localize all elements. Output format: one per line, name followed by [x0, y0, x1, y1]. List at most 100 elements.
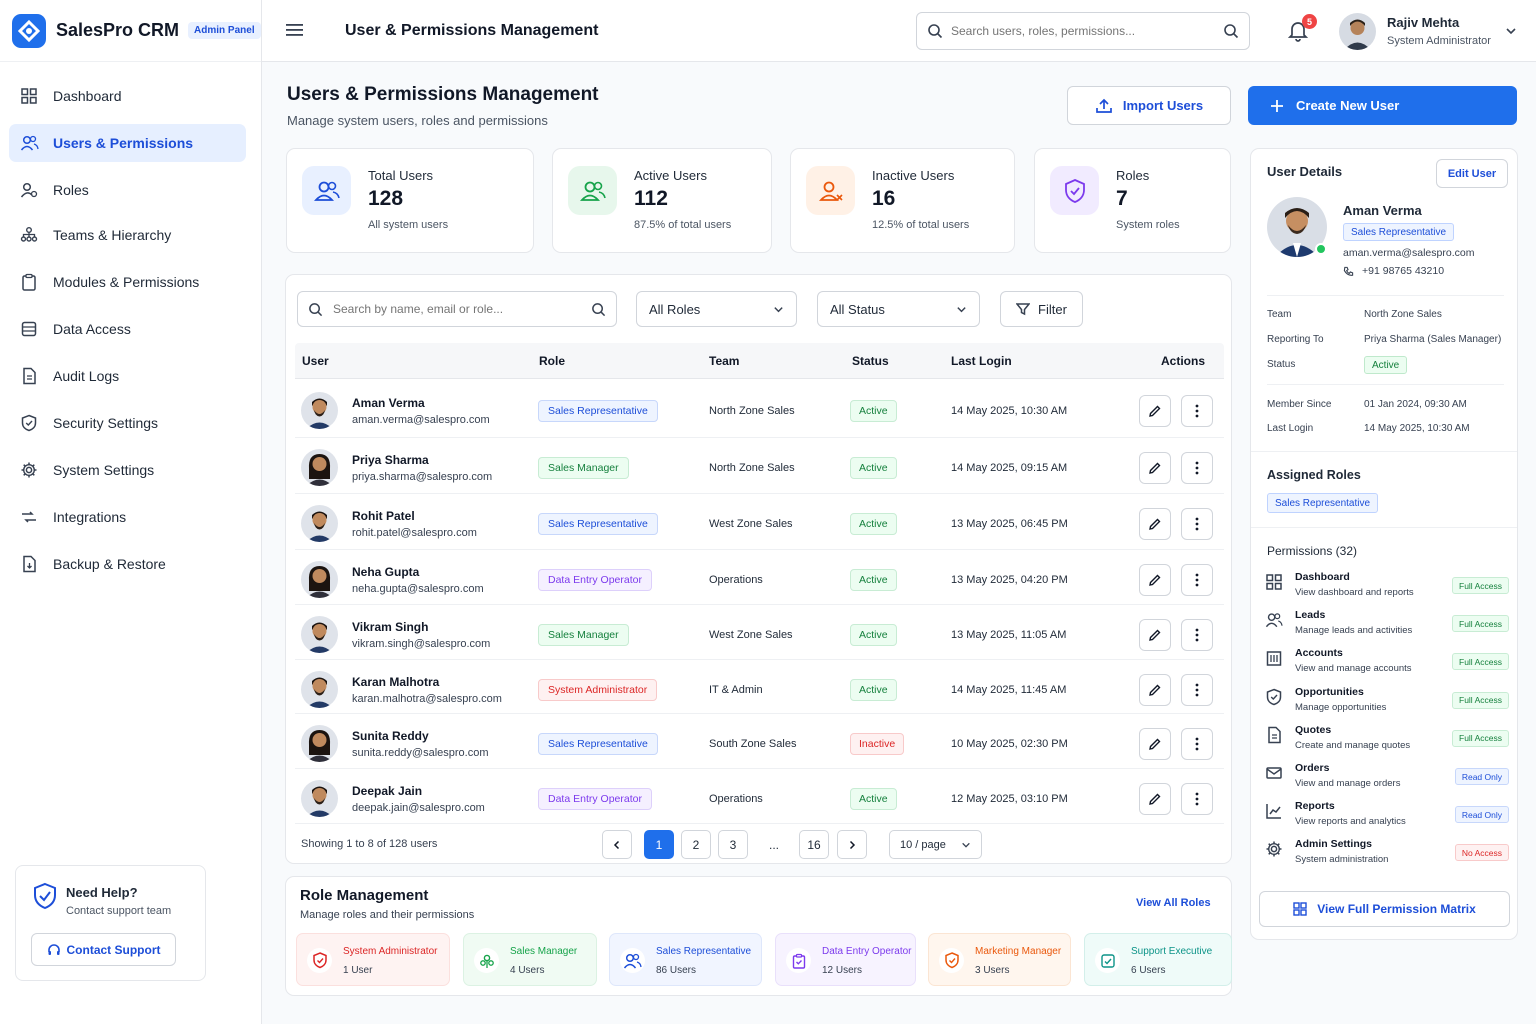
- table-row[interactable]: Aman Verma aman.verma@salespro.com Sales R…: [295, 381, 1224, 438]
- sidebar-item-integrations[interactable]: Integrations: [9, 498, 246, 536]
- edit-user-button[interactable]: [1139, 395, 1171, 427]
- reporting-label: Reporting To: [1267, 334, 1324, 345]
- table-row[interactable]: Sunita Reddy sunita.reddy@salespro.com Sal…: [295, 714, 1224, 769]
- next-page-button[interactable]: [837, 830, 867, 859]
- sidebar-item-system-settings[interactable]: System Settings: [9, 451, 246, 489]
- user-search-input[interactable]: [333, 302, 591, 316]
- global-search-input[interactable]: [951, 24, 1223, 38]
- selected-user-name: Aman Verma: [1343, 203, 1422, 218]
- role-card-data-entry-operator[interactable]: Data Entry Operator 12 Users: [775, 933, 916, 986]
- more-actions-button[interactable]: [1181, 395, 1213, 427]
- column-header-team[interactable]: Team: [709, 354, 740, 368]
- user-email: aman.verma@salespro.com: [352, 414, 490, 426]
- notification-count-badge: 5: [1302, 14, 1317, 29]
- column-header-status[interactable]: Status: [852, 354, 889, 368]
- user-search[interactable]: [297, 291, 617, 327]
- selected-user-role-badge: Sales Representative: [1343, 223, 1455, 241]
- selected-user-email: aman.verma@salespro.com: [1343, 247, 1475, 259]
- bell-icon[interactable]: [1287, 20, 1309, 45]
- permission-item: Reports View reports and analytics Read On…: [1263, 800, 1509, 838]
- page-3-button[interactable]: 3: [718, 830, 748, 859]
- role-card-name: Data Entry Operator: [822, 946, 912, 957]
- logo[interactable]: SalesPro CRM Admin Panel: [0, 0, 261, 62]
- role-card-sales-representative[interactable]: Sales Representative 86 Users: [609, 933, 762, 986]
- status-select[interactable]: All Status: [817, 291, 980, 327]
- permission-item: Opportunities Manage opportunities Full Ac…: [1263, 686, 1509, 724]
- more-actions-button[interactable]: [1181, 728, 1213, 760]
- last-login-value: 13 May 2025, 06:45 PM: [951, 518, 1068, 530]
- role-card-name: Support Executive: [1131, 946, 1213, 957]
- team-label: Team: [1267, 309, 1292, 320]
- sidebar-item-modules-permissions[interactable]: Modules & Permissions: [9, 263, 246, 301]
- column-header-user[interactable]: User: [302, 354, 329, 368]
- sidebar-item-data-access[interactable]: Data Access: [9, 310, 246, 348]
- role-badge: Sales Manager: [538, 457, 629, 479]
- edit-user-button[interactable]: [1139, 728, 1171, 760]
- page-2-button[interactable]: 2: [681, 830, 711, 859]
- edit-user-button[interactable]: [1139, 452, 1171, 484]
- column-header-last-login[interactable]: Last Login: [951, 354, 1012, 368]
- sidebar-item-security-settings[interactable]: Security Settings: [9, 404, 246, 442]
- user-name: Aman Verma: [352, 396, 425, 410]
- table-row[interactable]: Priya Sharma priya.sharma@salespro.com Sal…: [295, 438, 1224, 494]
- sidebar-item-audit-logs[interactable]: Audit Logs: [9, 357, 246, 395]
- more-actions-button[interactable]: [1181, 508, 1213, 540]
- team-value: North Zone Sales: [1364, 309, 1442, 320]
- table-row[interactable]: Rohit Patel rohit.patel@salespro.com Sales…: [295, 494, 1224, 550]
- edit-user-button[interactable]: [1139, 674, 1171, 706]
- help-subtitle: Contact support team: [66, 905, 172, 917]
- edit-user-button[interactable]: Edit User: [1436, 159, 1508, 188]
- role-card-support-executive[interactable]: Support Executive 6 Users: [1084, 933, 1232, 986]
- more-actions-button[interactable]: [1181, 564, 1213, 596]
- permissions-title: Permissions (32): [1267, 544, 1358, 558]
- chevron-down-icon[interactable]: [1505, 25, 1517, 40]
- role-card-marketing-manager[interactable]: Marketing Manager 3 Users: [928, 933, 1071, 986]
- table-row[interactable]: Deepak Jain deepak.jain@salespro.com Data …: [295, 769, 1224, 824]
- edit-user-button[interactable]: [1139, 564, 1171, 596]
- sidebar-item-teams-hierarchy[interactable]: Teams & Hierarchy: [9, 216, 246, 254]
- permission-access-badge: Full Access: [1452, 691, 1509, 709]
- contact-support-button[interactable]: Contact Support: [31, 933, 176, 966]
- sidebar-item-roles[interactable]: Roles: [9, 171, 246, 209]
- edit-user-button[interactable]: [1139, 783, 1171, 815]
- shield-icon: [1265, 688, 1283, 706]
- last-login-value: 14 May 2025, 09:15 AM: [951, 462, 1068, 474]
- search-submit-icon[interactable]: [1223, 23, 1239, 39]
- page-16-button[interactable]: 16: [799, 830, 829, 859]
- edit-user-button[interactable]: [1139, 619, 1171, 651]
- divider: [1267, 384, 1504, 385]
- team-value: IT & Admin: [709, 684, 763, 696]
- search-submit-icon[interactable]: [591, 302, 606, 317]
- table-row[interactable]: Vikram Singh vikram.singh@salespro.com Sal…: [295, 605, 1224, 660]
- import-users-button[interactable]: Import Users: [1067, 86, 1231, 125]
- more-actions-button[interactable]: [1181, 674, 1213, 706]
- more-actions-button[interactable]: [1181, 619, 1213, 651]
- global-search[interactable]: [916, 12, 1250, 50]
- hamburger-menu-icon[interactable]: [286, 22, 304, 41]
- role-card-sales-manager[interactable]: Sales Manager 4 Users: [463, 933, 597, 986]
- more-actions-button[interactable]: [1181, 452, 1213, 484]
- view-all-roles-link[interactable]: View All Roles: [1136, 897, 1211, 909]
- sidebar-item-backup-restore[interactable]: Backup & Restore: [9, 545, 246, 583]
- more-actions-button[interactable]: [1181, 783, 1213, 815]
- team-value: South Zone Sales: [709, 738, 797, 750]
- per-page-select[interactable]: 10 / page: [889, 830, 982, 859]
- current-user-avatar[interactable]: [1339, 13, 1376, 50]
- user-email: rohit.patel@salespro.com: [352, 527, 477, 539]
- sidebar-item-dashboard[interactable]: Dashboard: [9, 77, 246, 115]
- column-header-role[interactable]: Role: [539, 354, 566, 368]
- sidebar-item-users-permissions[interactable]: Users & Permissions: [9, 124, 246, 162]
- view-permission-matrix-button[interactable]: View Full Permission Matrix: [1259, 891, 1510, 927]
- permission-access-badge: Full Access: [1452, 729, 1509, 747]
- edit-user-button[interactable]: [1139, 508, 1171, 540]
- table-row[interactable]: Neha Gupta neha.gupta@salespro.com Data En…: [295, 550, 1224, 605]
- roles-select[interactable]: All Roles: [636, 291, 797, 327]
- role-card-system-administrator[interactable]: System Administrator 1 User: [296, 933, 450, 986]
- prev-page-button[interactable]: [602, 830, 632, 859]
- page-1-button[interactable]: 1: [644, 830, 674, 859]
- table-row[interactable]: Karan Malhotra karan.malhotra@salespro.co…: [295, 660, 1224, 714]
- chevron-down-icon: [774, 306, 783, 312]
- permission-desc: View reports and analytics: [1295, 816, 1406, 828]
- filter-button[interactable]: Filter: [1000, 291, 1083, 327]
- create-new-user-button[interactable]: Create New User: [1248, 86, 1517, 125]
